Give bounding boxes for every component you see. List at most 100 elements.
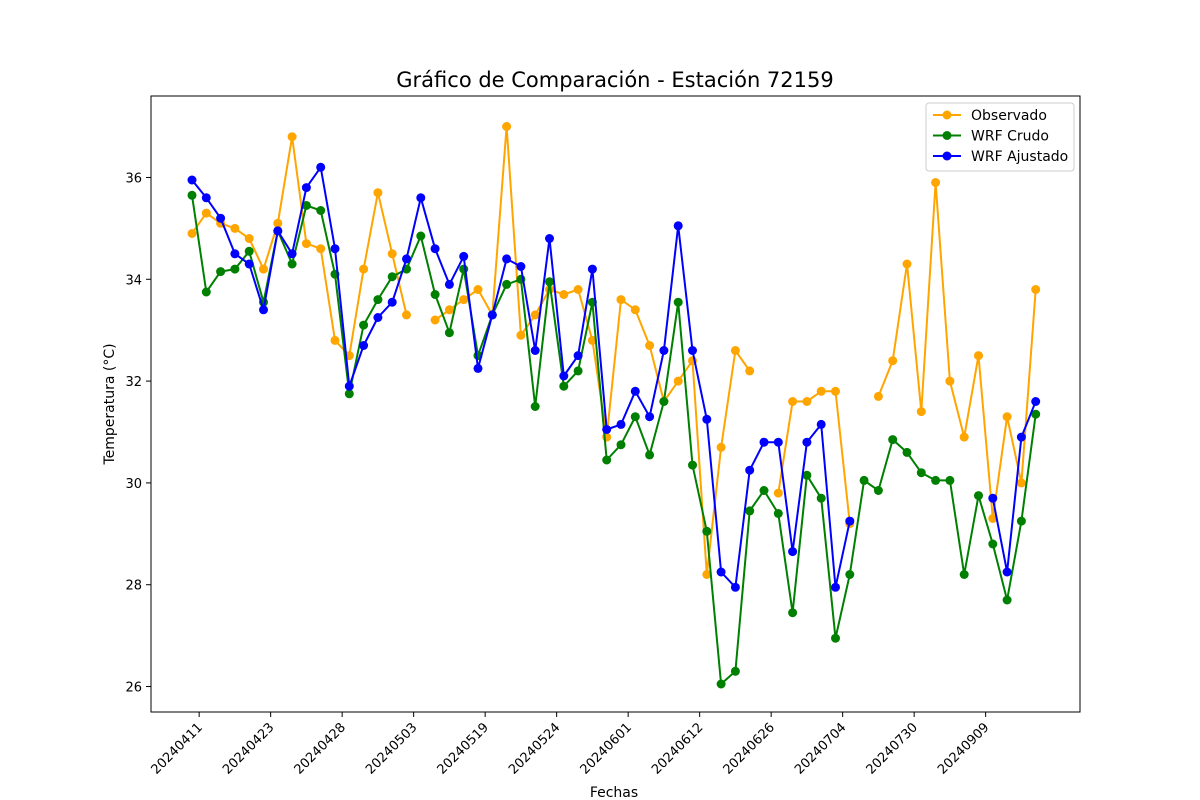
data-point [545,234,554,243]
y-tick-label: 36 [125,171,142,186]
data-point [631,305,640,314]
data-point [774,509,783,518]
data-point [831,583,840,592]
legend-marker [943,131,952,140]
data-point [459,295,468,304]
y-axis-label: Temperatura (°C) [102,343,118,465]
data-point [945,377,954,386]
data-point [960,570,969,579]
data-point [230,249,239,258]
data-point [445,328,454,337]
data-point [659,397,668,406]
legend-marker [943,152,952,161]
data-point [731,346,740,355]
data-point [731,583,740,592]
data-point [645,341,654,350]
data-point [674,221,683,230]
data-point [817,494,826,503]
data-point [960,433,969,442]
data-point [316,244,325,253]
data-point [788,397,797,406]
data-point [688,461,697,470]
y-tick-label: 30 [125,477,142,492]
data-point [774,489,783,498]
data-point [802,397,811,406]
data-point [931,476,940,485]
y-tick-label: 26 [125,681,142,696]
data-point [731,667,740,676]
data-point [273,226,282,235]
data-point [617,440,626,449]
data-point [388,272,397,281]
data-point [502,122,511,131]
data-point [531,346,540,355]
data-point [674,377,683,386]
data-point [631,387,640,396]
data-point [617,295,626,304]
data-point [745,366,754,375]
data-point [502,280,511,289]
data-point [931,178,940,187]
data-point [988,494,997,503]
data-point [245,234,254,243]
data-point [574,351,583,360]
data-point [745,466,754,475]
data-point [974,491,983,500]
data-point [1031,285,1040,294]
data-point [559,372,568,381]
data-point [888,435,897,444]
data-point [188,176,197,185]
data-point [388,249,397,258]
data-point [574,366,583,375]
data-point [316,163,325,172]
data-point [559,382,568,391]
data-point [845,517,854,526]
data-point [903,448,912,457]
data-point [259,305,268,314]
data-point [431,244,440,253]
data-point [359,321,368,330]
data-point [516,262,525,271]
data-point [288,249,297,258]
data-point [416,232,425,241]
data-point [345,382,354,391]
data-point [245,247,254,256]
data-point [645,412,654,421]
data-point [831,387,840,396]
data-point [459,252,468,261]
x-axis-label: Fechas [590,785,638,800]
data-point [502,254,511,263]
data-point [588,265,597,274]
data-point [230,265,239,274]
data-point [717,568,726,577]
data-point [288,260,297,269]
data-point [1017,517,1026,526]
data-point [1003,412,1012,421]
data-point [531,402,540,411]
data-point [359,265,368,274]
data-point [602,425,611,434]
data-point [373,295,382,304]
data-point [474,364,483,373]
legend: Observado WRF Crudo WRF Ajustado [926,103,1074,171]
data-point [617,420,626,429]
data-point [459,265,468,274]
data-point [202,193,211,202]
data-point [373,313,382,322]
data-point [874,486,883,495]
data-point [788,608,797,617]
data-point [817,420,826,429]
data-point [402,254,411,263]
data-point [516,331,525,340]
data-point [302,239,311,248]
data-point [974,351,983,360]
data-point [402,310,411,319]
data-point [903,260,912,269]
data-point [331,336,340,345]
data-point [230,224,239,233]
y-tick-label: 32 [125,375,142,390]
data-point [917,407,926,416]
data-point [1017,433,1026,442]
data-point [302,183,311,192]
